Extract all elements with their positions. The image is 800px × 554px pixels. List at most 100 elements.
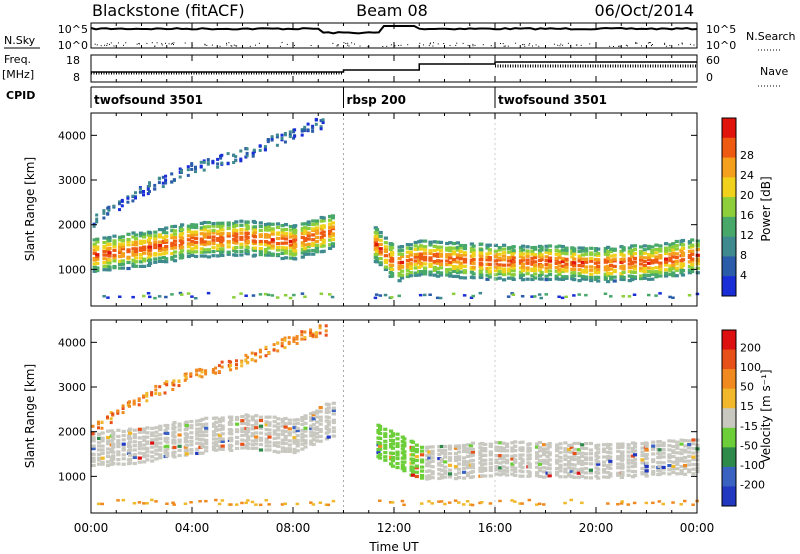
power-cell xyxy=(300,251,305,255)
velocity-cell xyxy=(314,415,320,419)
power-cell xyxy=(102,245,107,249)
power-cell xyxy=(438,271,444,275)
power-cell xyxy=(134,252,139,256)
nsearch-dot xyxy=(96,44,98,46)
power-cell xyxy=(390,242,395,247)
power-cell xyxy=(293,257,298,261)
velocity-cell xyxy=(558,459,563,463)
velocity-cell xyxy=(184,427,189,431)
velocity-cell xyxy=(537,459,543,463)
velocity-cell xyxy=(246,355,250,359)
power-cell xyxy=(157,243,163,248)
power-cell xyxy=(178,291,183,295)
colorbar-cell xyxy=(722,466,736,487)
velocity-cell xyxy=(640,458,645,462)
velocity-cell xyxy=(326,423,331,427)
velocity-cell xyxy=(309,418,314,422)
power-cell xyxy=(520,295,525,298)
velocity-cell xyxy=(189,424,194,428)
velocity-cell xyxy=(462,456,467,460)
power-cell xyxy=(378,261,383,265)
velocity-cell xyxy=(109,429,114,433)
velocity-cell xyxy=(430,445,435,449)
nsearch-dot xyxy=(609,45,611,47)
power-cell xyxy=(658,274,663,278)
power-colorbar-label: Power [dB] xyxy=(759,176,773,241)
power-cell xyxy=(283,228,289,232)
power-cell xyxy=(194,236,199,241)
nsearch-dot xyxy=(523,44,525,45)
power-cell xyxy=(180,236,185,240)
velocity-cell xyxy=(204,422,209,426)
y-tick-label: 4000 xyxy=(58,336,86,349)
nsearch-dot xyxy=(522,44,524,46)
power-cell xyxy=(126,243,131,247)
power-cell xyxy=(263,292,268,296)
velocity-cell xyxy=(150,498,154,502)
velocity-cell xyxy=(264,444,269,448)
velocity-cell xyxy=(300,418,305,422)
nsearch-dot xyxy=(136,43,138,45)
power-cell xyxy=(451,257,457,262)
power-cell xyxy=(423,258,428,262)
velocity-cell xyxy=(126,442,132,446)
power-cell xyxy=(378,234,383,238)
power-cell xyxy=(462,294,467,297)
velocity-cell xyxy=(229,368,233,372)
power-panel xyxy=(90,112,700,307)
velocity-cell xyxy=(220,360,224,364)
velocity-cell xyxy=(177,428,182,432)
velocity-cell xyxy=(558,463,563,467)
power-cell xyxy=(118,245,123,249)
power-cell xyxy=(584,257,589,261)
velocity-cell xyxy=(447,475,453,479)
power-cell xyxy=(306,245,311,249)
velocity-cell xyxy=(111,445,116,449)
power-cell xyxy=(609,249,614,254)
velocity-cell xyxy=(596,447,601,451)
velocity-cell xyxy=(258,436,264,440)
velocity-cell xyxy=(264,415,269,419)
power-cell xyxy=(378,263,383,267)
power-cell xyxy=(650,272,655,276)
velocity-cell xyxy=(616,503,620,506)
power-cell xyxy=(639,255,644,259)
velocity-cell xyxy=(184,376,188,379)
power-cell xyxy=(245,147,249,151)
velocity-cell xyxy=(240,442,245,446)
power-cell xyxy=(134,233,139,237)
velocity-cell xyxy=(439,473,444,477)
power-cell xyxy=(146,240,151,244)
power-cell xyxy=(632,256,637,260)
power-cell xyxy=(423,255,428,259)
power-cell xyxy=(239,157,243,161)
velocity-cell xyxy=(383,446,388,450)
velocity-cell xyxy=(453,446,459,450)
velocity-cell xyxy=(154,388,158,392)
velocity-cell xyxy=(287,443,292,447)
power-cell xyxy=(642,270,647,274)
velocity-cell xyxy=(276,428,281,432)
nave-line xyxy=(91,64,697,75)
power-cell xyxy=(560,257,565,261)
velocity-cell xyxy=(235,428,240,432)
colorbar-cell xyxy=(722,236,736,257)
velocity-cell xyxy=(116,453,121,457)
nsearch-dot xyxy=(507,45,509,47)
power-cell xyxy=(606,253,611,257)
velocity-cell xyxy=(494,454,499,458)
velocity-cell xyxy=(620,466,625,470)
velocity-cell xyxy=(427,469,432,473)
power-cell xyxy=(560,260,565,264)
power-cell xyxy=(435,259,441,263)
velocity-cell xyxy=(267,428,272,432)
velocity-cell xyxy=(430,472,435,476)
velocity-cell xyxy=(142,455,147,459)
power-cell xyxy=(251,294,256,297)
power-cell xyxy=(120,254,125,258)
power-cell xyxy=(580,246,585,250)
velocity-cell xyxy=(588,471,593,475)
velocity-cell xyxy=(100,451,105,455)
power-cell xyxy=(554,266,559,270)
velocity-cell xyxy=(465,474,471,478)
